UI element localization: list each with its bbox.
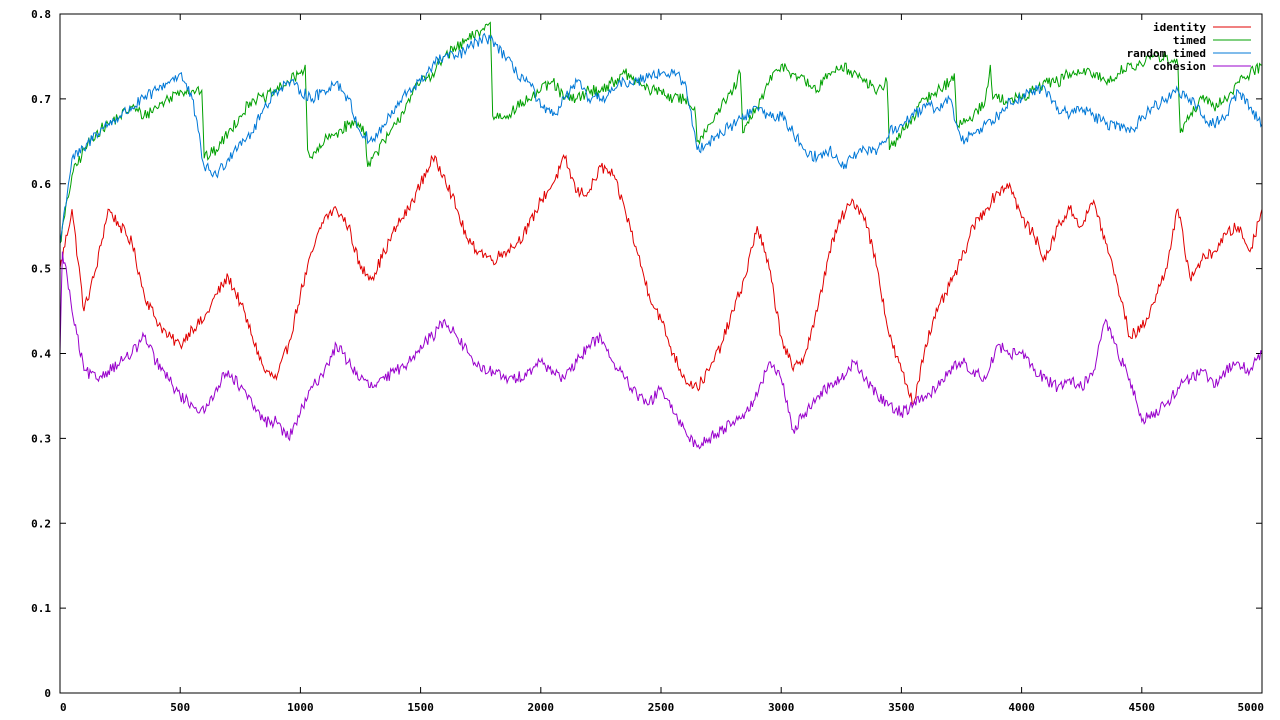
plot-background: [60, 14, 1262, 693]
x-tick-label: 1500: [407, 701, 434, 714]
series-line-timed: [59, 21, 1263, 244]
x-tick-label: 0: [60, 701, 67, 714]
legend-label-identity: identity: [1153, 21, 1206, 34]
series-line-cohesion: [59, 251, 1263, 450]
y-tick-label: 0.7: [31, 93, 51, 106]
x-tick-label: 4000: [1008, 701, 1035, 714]
x-tick-label: 2500: [648, 701, 675, 714]
x-tick-label: 5000: [1238, 701, 1265, 714]
x-tick-label: 2000: [528, 701, 555, 714]
x-tick-label: 500: [170, 701, 190, 714]
legend-label-random-timed: random timed: [1127, 47, 1206, 60]
legend-label-timed: timed: [1173, 34, 1206, 47]
y-tick-label: 0.6: [31, 178, 51, 191]
axis-tick-labels: 0 500 1000 1500 2000 2500 3000 3500 4000 4500 5000…: [31, 8, 1264, 714]
series-lines: [59, 21, 1263, 450]
y-tick-label: 0.5: [31, 263, 51, 276]
x-tick-label: 1000: [287, 701, 314, 714]
x-tick-label: 3500: [888, 701, 915, 714]
series-line-random-timed: [59, 32, 1263, 244]
x-tick-label: 4500: [1129, 701, 1156, 714]
legend-label-cohesion: cohesion: [1153, 60, 1206, 73]
x-tick-label: 3000: [768, 701, 795, 714]
plot-frame: [59, 13, 1263, 694]
y-tick-label: 0.3: [31, 432, 51, 445]
y-tick-label: 0.4: [31, 348, 51, 361]
y-tick-label: 0.2: [31, 517, 51, 530]
y-tick-label: 0.1: [31, 602, 51, 615]
y-tick-label: 0: [44, 687, 51, 700]
series-line-identity: [59, 153, 1263, 406]
y-tick-label: 0.8: [31, 8, 51, 21]
